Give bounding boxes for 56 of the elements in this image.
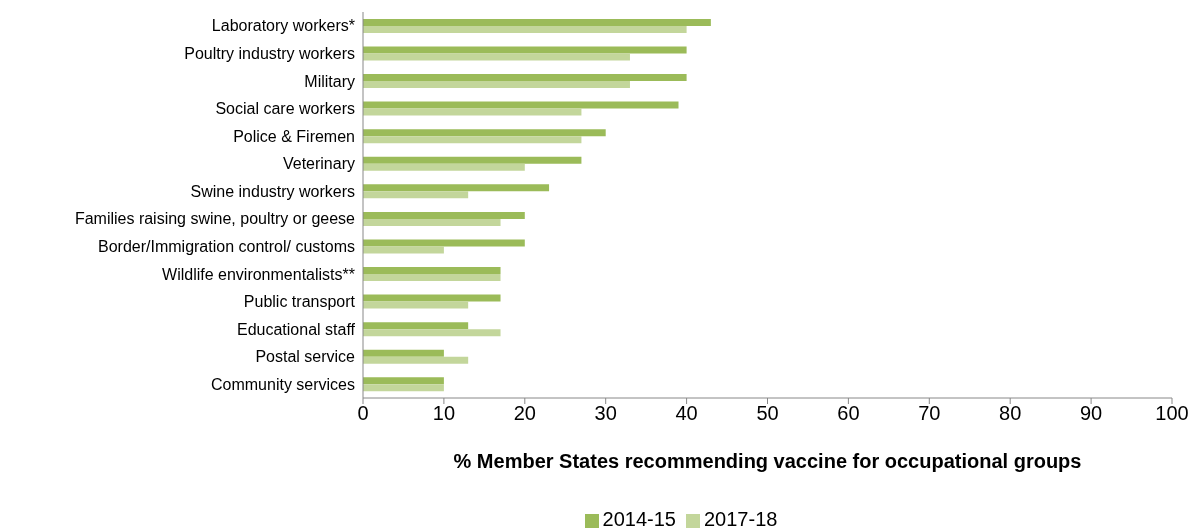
- bar: [363, 46, 687, 54]
- y-tick-label: Wildlife environmentalists**: [162, 265, 355, 283]
- bar: [363, 163, 525, 171]
- x-tick-label: 0: [357, 402, 369, 425]
- y-tick-label: Veterinary: [282, 155, 355, 173]
- bar: [363, 156, 582, 164]
- x-tick-label: 20: [513, 402, 536, 425]
- x-tick-label: 10: [432, 402, 456, 425]
- bar: [363, 267, 501, 275]
- y-tick-label: Educational staff: [236, 320, 356, 338]
- bar: [363, 384, 444, 392]
- bar: [363, 322, 469, 330]
- bar: [363, 356, 469, 364]
- y-tick-label: Border/Immigration control/ customs: [98, 238, 355, 256]
- x-axis-title: % Member States recommending vaccine for occupational groups: [453, 450, 1082, 472]
- bar: [363, 377, 444, 385]
- bar: [363, 329, 501, 337]
- y-tick-label: Military: [304, 72, 355, 90]
- bar: [363, 191, 469, 199]
- y-tick-label: Postal service: [255, 348, 356, 366]
- bar: [363, 129, 606, 137]
- bar: [363, 101, 679, 109]
- x-tick-label: 100: [1155, 402, 1189, 425]
- x-tick-label: 50: [756, 402, 779, 425]
- bar: [363, 274, 501, 282]
- bar: [363, 349, 444, 357]
- bar: [363, 18, 711, 26]
- legend-label: 2014-15: [602, 508, 676, 530]
- y-tick-label: Public transport: [243, 293, 356, 311]
- legend-label: 2017-18: [704, 508, 778, 530]
- y-tick-label: Families raising swine, poultry or geese: [74, 210, 356, 228]
- bar: [363, 184, 550, 192]
- bar: [363, 301, 469, 309]
- y-tick-label: Poultry industry workers: [184, 45, 355, 63]
- x-tick-label: 70: [918, 402, 941, 425]
- y-tick-label: Community services: [210, 375, 355, 393]
- bar: [363, 81, 630, 89]
- bar: [363, 53, 630, 61]
- bar: [363, 25, 687, 33]
- x-tick-label: 90: [1079, 402, 1103, 425]
- bar: [363, 108, 582, 116]
- y-tick-label: Laboratory workers*: [211, 17, 355, 35]
- x-tick-label: 40: [675, 402, 698, 425]
- bar: [363, 246, 444, 254]
- bar: [363, 294, 501, 302]
- y-tick-label: Social care workers: [215, 100, 355, 118]
- bar: [363, 239, 525, 247]
- bar: [363, 218, 501, 226]
- x-tick-label: 80: [999, 402, 1022, 425]
- x-tick-label: 60: [837, 402, 860, 425]
- bar: [363, 211, 525, 219]
- y-tick-label: Police & Firemen: [233, 127, 355, 145]
- bar: [363, 74, 687, 82]
- x-tick-label: 30: [594, 402, 617, 425]
- y-tick-label: Swine industry workers: [190, 182, 355, 200]
- bar: [363, 136, 582, 144]
